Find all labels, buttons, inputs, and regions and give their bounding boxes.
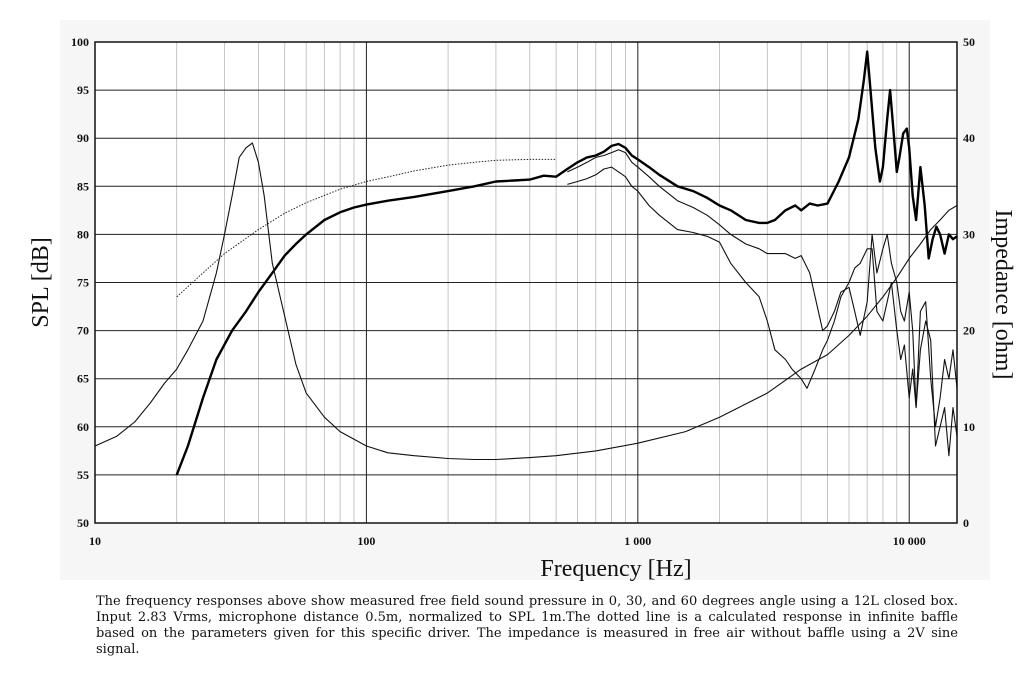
- impedance-line: [94, 142, 958, 461]
- y-tick-label: 100: [71, 35, 89, 49]
- y-tick-label: 55: [77, 468, 89, 482]
- y-tick-label: 50: [77, 516, 89, 530]
- x-tick-label: 10: [89, 534, 101, 548]
- spl-0deg-line: [175, 50, 958, 476]
- y-tick-label: 65: [77, 372, 89, 386]
- y2-tick-label: 0: [963, 516, 969, 530]
- y-tick-label: 75: [77, 276, 89, 290]
- y-tick-label: 90: [77, 131, 89, 145]
- y-axis-title: SPL [dB]: [28, 237, 54, 327]
- caption-text: The frequency responses above show measu…: [96, 594, 958, 657]
- x-axis-title: Frequency [Hz]: [540, 556, 691, 582]
- y2-axis-title: Impedance [ohm]: [990, 210, 1016, 380]
- calculated-infinite-baffle-line: [176, 158, 557, 298]
- y-tick-label: 85: [77, 179, 89, 193]
- y2-tick-label: 10: [963, 420, 975, 434]
- y-tick-label: 95: [77, 83, 89, 97]
- x-tick-label: 1 000: [624, 534, 651, 548]
- spl-60deg-line: [567, 166, 958, 457]
- x-tick-label: 10 000: [893, 534, 926, 548]
- y2-tick-label: 50: [963, 35, 975, 49]
- y-tick-label: 60: [77, 420, 89, 434]
- y2-tick-label: 20: [963, 324, 975, 338]
- chart-area: 10 100 1 000 10 000 100 95 90 85 80 75 70 65 60 55 50 5…: [28, 35, 1016, 582]
- y-tick-label: 80: [77, 227, 89, 241]
- frequency-response-chart: 10 100 1 000 10 000100959085807570656055505…: [28, 35, 1016, 582]
- plot-frame: [94, 41, 958, 524]
- y2-tick-label: 30: [963, 227, 975, 241]
- y-tick-label: 70: [77, 324, 89, 338]
- y2-tick-label: 40: [963, 131, 975, 145]
- x-tick-label: 100: [357, 534, 375, 548]
